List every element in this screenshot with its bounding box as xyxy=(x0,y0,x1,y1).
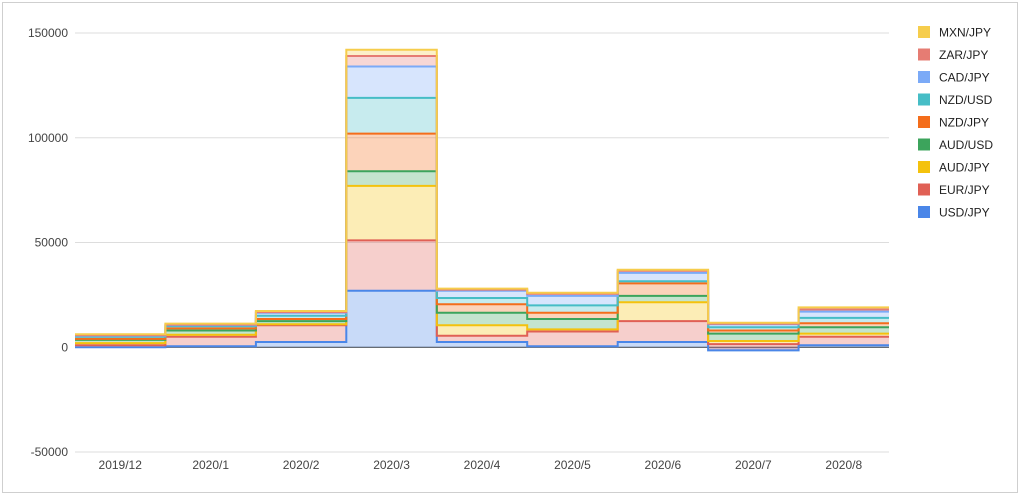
grid xyxy=(75,32,889,453)
area-nzd-jpy xyxy=(75,133,889,340)
area-eur-jpy xyxy=(75,240,889,351)
legend-swatch xyxy=(918,26,930,38)
line-nzd-jpy xyxy=(75,132,889,340)
legend-swatch xyxy=(918,206,930,218)
legend-item-cad-jpy[interactable]: CAD/JPY xyxy=(918,71,990,85)
series-lines xyxy=(75,48,889,352)
legend-swatch xyxy=(918,71,930,83)
legend-swatch xyxy=(918,138,930,151)
legend-swatch xyxy=(918,161,930,173)
x-tick-label: 2020/6 xyxy=(645,458,682,472)
legend-swatch xyxy=(918,183,930,196)
legend-item-nzd-jpy[interactable]: NZD/JPY xyxy=(918,116,989,130)
line-aud-jpy xyxy=(75,184,889,345)
y-tick-label: 0 xyxy=(61,340,68,354)
area-cad-jpy xyxy=(75,66,889,337)
legend-label: AUD/USD xyxy=(939,138,993,152)
line-aud-usd xyxy=(75,170,889,341)
legend-item-nzd-usd[interactable]: NZD/USD xyxy=(918,93,993,107)
legend-item-eur-jpy[interactable]: EUR/JPY xyxy=(918,183,990,197)
y-axis: -50000 0 50000 100000 150000 xyxy=(28,26,68,459)
legend-swatch xyxy=(918,93,930,106)
x-tick-label: 2020/3 xyxy=(373,458,410,472)
y-tick-label: 100000 xyxy=(28,131,68,145)
area-aud-jpy xyxy=(75,185,889,346)
legend-item-zar-jpy[interactable]: ZAR/JPY xyxy=(918,48,988,62)
area-aud-usd xyxy=(75,171,889,344)
x-tick-label: 2019/12 xyxy=(99,458,143,472)
x-axis: 2019/12 2020/1 2020/2 2020/3 2020/4 2020/5 202… xyxy=(99,458,863,472)
line-mxn-jpy xyxy=(75,48,889,336)
legend-label: EUR/JPY xyxy=(939,183,990,197)
legend-label: AUD/JPY xyxy=(939,161,990,175)
legend-label: ZAR/JPY xyxy=(939,48,988,62)
chart-frame xyxy=(2,2,1018,493)
legend-item-aud-jpy[interactable]: AUD/JPY xyxy=(918,161,990,175)
x-tick-label: 2020/4 xyxy=(464,458,501,472)
legend: MXN/JPY ZAR/JPY CAD/JPY NZD/USD NZD/JPY AUD/U… xyxy=(918,26,993,220)
legend-item-aud-usd[interactable]: AUD/USD xyxy=(918,138,993,152)
legend-label: NZD/JPY xyxy=(939,116,989,130)
legend-swatch xyxy=(918,48,930,61)
area-nzd-usd xyxy=(75,97,889,339)
series-areas xyxy=(75,49,889,351)
legend-label: MXN/JPY xyxy=(939,26,991,40)
legend-label: NZD/USD xyxy=(939,93,993,107)
y-tick-label: 50000 xyxy=(35,236,69,250)
x-tick-label: 2020/8 xyxy=(825,458,862,472)
legend-label: CAD/JPY xyxy=(939,71,990,85)
x-tick-label: 2020/1 xyxy=(192,458,229,472)
legend-item-usd-jpy[interactable]: USD/JPY xyxy=(918,206,990,220)
line-usd-jpy xyxy=(75,289,889,352)
x-tick-label: 2020/7 xyxy=(735,458,772,472)
legend-item-mxn-jpy[interactable]: MXN/JPY xyxy=(918,26,991,40)
x-tick-label: 2020/2 xyxy=(283,458,320,472)
legend-swatch xyxy=(918,116,930,128)
line-eur-jpy xyxy=(75,239,889,347)
legend-label: USD/JPY xyxy=(939,206,990,220)
x-tick-label: 2020/5 xyxy=(554,458,591,472)
y-tick-label: 150000 xyxy=(28,26,68,40)
y-tick-label: -50000 xyxy=(31,445,69,459)
